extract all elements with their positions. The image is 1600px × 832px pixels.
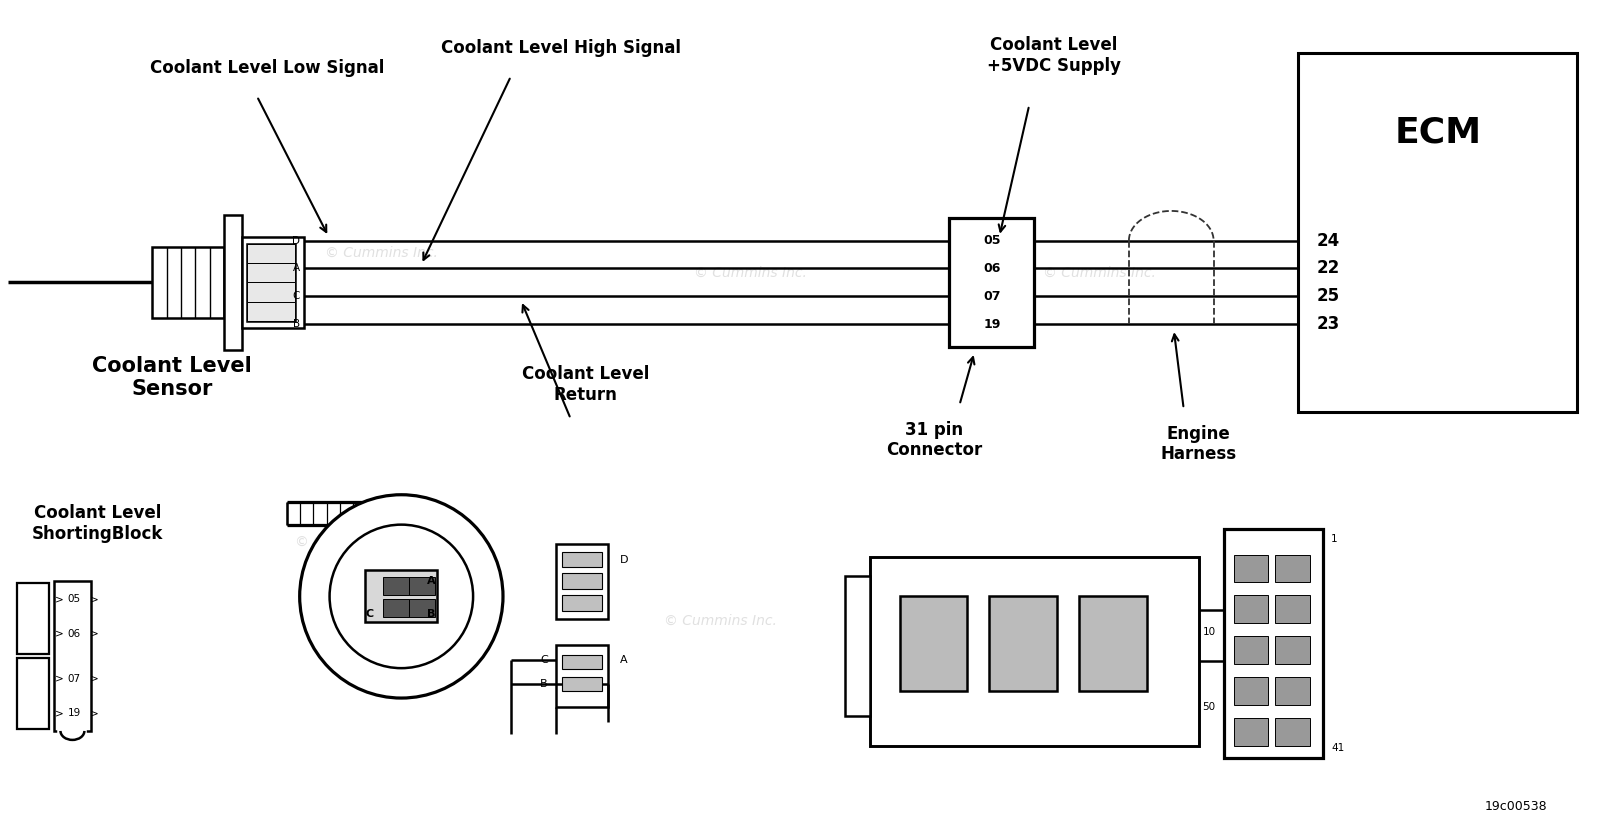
- Circle shape: [299, 495, 502, 698]
- Text: >: >: [54, 674, 64, 684]
- Bar: [562, 552, 602, 567]
- Bar: [870, 557, 1198, 746]
- Text: 50: 50: [1203, 702, 1216, 712]
- Bar: [410, 577, 435, 596]
- Text: A: A: [619, 655, 627, 665]
- Bar: [224, 215, 242, 349]
- Text: 1: 1: [1331, 533, 1338, 543]
- Text: >: >: [54, 708, 64, 718]
- Text: Coolant Level
Sensor: Coolant Level Sensor: [93, 355, 251, 399]
- Bar: [16, 658, 48, 729]
- Bar: [562, 677, 602, 691]
- Text: A: A: [427, 577, 435, 587]
- Text: 06: 06: [982, 262, 1000, 275]
- Bar: [562, 596, 602, 612]
- Text: Coolant Level
Return: Coolant Level Return: [522, 364, 650, 404]
- Circle shape: [1018, 702, 1050, 734]
- Text: C: C: [293, 291, 299, 301]
- Text: © Cummins Inc.: © Cummins Inc.: [694, 265, 806, 280]
- Text: 25: 25: [1317, 287, 1339, 305]
- Text: 06: 06: [67, 629, 80, 639]
- Bar: [246, 263, 294, 282]
- Bar: [384, 577, 410, 596]
- Bar: [53, 582, 91, 731]
- Bar: [246, 244, 294, 321]
- Text: Coolant Level High Signal: Coolant Level High Signal: [442, 39, 682, 57]
- Text: Engine
Harness: Engine Harness: [1160, 424, 1237, 463]
- Text: >: >: [90, 629, 98, 639]
- Text: © Cummins Inc.: © Cummins Inc.: [664, 614, 776, 628]
- Circle shape: [1027, 711, 1042, 725]
- Text: B: B: [427, 609, 435, 619]
- Text: 31 pin
Connector: 31 pin Connector: [886, 420, 982, 459]
- Bar: [1234, 636, 1269, 664]
- Text: >: >: [90, 674, 98, 684]
- Bar: [384, 599, 410, 617]
- Bar: [246, 302, 294, 321]
- Bar: [152, 246, 224, 319]
- Text: Coolant Level
+5VDC Supply: Coolant Level +5VDC Supply: [987, 36, 1122, 75]
- Bar: [246, 244, 294, 263]
- Circle shape: [1163, 704, 1190, 732]
- Text: 07: 07: [67, 674, 80, 684]
- Bar: [410, 599, 435, 617]
- Bar: [1234, 677, 1269, 705]
- Bar: [989, 597, 1058, 691]
- Bar: [562, 655, 602, 669]
- Text: A: A: [293, 264, 299, 274]
- Text: © Cummins Inc.: © Cummins Inc.: [325, 245, 438, 260]
- Text: © Cummins Inc.: © Cummins Inc.: [1043, 265, 1155, 280]
- Text: B: B: [541, 679, 547, 689]
- Bar: [1234, 596, 1269, 623]
- Bar: [16, 583, 48, 654]
- Bar: [1275, 718, 1310, 746]
- Text: Coolant Level Low Signal: Coolant Level Low Signal: [149, 59, 384, 77]
- Bar: [1298, 53, 1578, 412]
- Text: ECM: ECM: [1394, 115, 1482, 149]
- Text: © Cummins Inc.: © Cummins Inc.: [294, 535, 408, 548]
- Circle shape: [330, 525, 474, 668]
- Bar: [1234, 718, 1269, 746]
- Bar: [555, 544, 608, 619]
- Bar: [562, 573, 602, 589]
- Text: 19: 19: [982, 318, 1000, 331]
- Text: 23: 23: [1317, 315, 1339, 334]
- Text: 05: 05: [982, 234, 1000, 247]
- Text: >: >: [54, 629, 64, 639]
- Text: C: C: [541, 655, 547, 665]
- Circle shape: [878, 704, 906, 732]
- Bar: [1234, 555, 1269, 582]
- Text: D: D: [619, 554, 629, 565]
- Bar: [1275, 555, 1310, 582]
- Bar: [949, 218, 1034, 347]
- Text: Coolant Level
ShortingBlock: Coolant Level ShortingBlock: [32, 504, 163, 543]
- Text: 19c00538: 19c00538: [1485, 800, 1547, 813]
- Bar: [246, 282, 294, 302]
- Bar: [365, 571, 437, 622]
- Text: 05: 05: [67, 594, 80, 604]
- Bar: [1224, 528, 1323, 758]
- Text: 19: 19: [67, 708, 80, 718]
- Bar: [555, 646, 608, 707]
- Bar: [1275, 677, 1310, 705]
- Bar: [899, 597, 968, 691]
- Bar: [1275, 636, 1310, 664]
- Bar: [845, 577, 870, 716]
- Text: 24: 24: [1317, 231, 1339, 250]
- Text: >: >: [90, 594, 98, 604]
- Text: 07: 07: [982, 290, 1000, 303]
- Text: >: >: [90, 708, 98, 718]
- Bar: [1275, 596, 1310, 623]
- Text: 22: 22: [1317, 260, 1339, 278]
- Text: >: >: [54, 594, 64, 604]
- Text: 10: 10: [1203, 626, 1216, 636]
- Bar: [1078, 597, 1147, 691]
- Text: 41: 41: [1331, 743, 1344, 753]
- Bar: [242, 236, 304, 329]
- Text: D: D: [291, 235, 299, 245]
- Text: C: C: [365, 609, 373, 619]
- Text: B: B: [293, 319, 299, 329]
